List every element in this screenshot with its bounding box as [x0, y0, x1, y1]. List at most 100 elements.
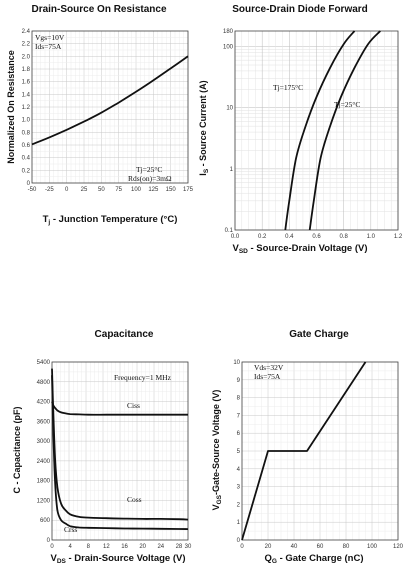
y-tick-label: 10: [233, 360, 240, 366]
y-tick-label: 3000: [37, 439, 51, 445]
y-tick-label: 2.2: [22, 42, 31, 48]
annotation-ids: Ids=75A: [35, 42, 62, 51]
x-tick-label: 16: [121, 544, 128, 550]
chart-0-x-axis-label: Tj - Junction Temperature (°C): [43, 214, 178, 226]
y-tick-label: 2.4: [22, 29, 31, 35]
chart-1-x-axis-label: VSD - Source-Drain Voltage (V): [232, 243, 367, 255]
chart-3-title: Gate Charge: [289, 329, 349, 340]
y-tick-label: 4200: [37, 400, 51, 406]
chart-3-y-axis-label-main: V: [211, 504, 221, 510]
y-tick-label: 0: [27, 181, 31, 187]
x-tick-label: 0.4: [285, 234, 294, 240]
series-label-tj175: Tj=175°C: [273, 83, 303, 92]
chart-3-x-axis-label-main: Q: [264, 553, 271, 564]
chart-1-y-axis-label-subscript: S: [203, 168, 210, 173]
y-tick-label: 0.8: [22, 130, 31, 136]
y-tick-label: 8: [237, 396, 241, 402]
y-tick-label: 1.6: [22, 80, 31, 86]
chart-1-x-axis-label-subscript: SD: [239, 248, 248, 255]
x-tick-label: 100: [367, 544, 378, 550]
y-tick-label: 180: [223, 29, 234, 35]
chart-3-y-axis-label-rest: -Gate-Source Voltage (V): [211, 390, 221, 495]
chart-0-title: Drain-Source On Resistance: [31, 4, 166, 15]
chart-2-x-axis-label-rest: - Drain-Source Voltage (V): [66, 553, 186, 564]
annotation-ids: Ids=75A: [254, 372, 281, 381]
chart-2-grid: [51, 361, 189, 541]
chart-3-series-0-line: [241, 361, 367, 541]
chart-1-x-axis-label-rest: - Source-Drain Voltage (V): [248, 243, 368, 254]
x-tick-label: -50: [28, 187, 37, 193]
y-tick-label: 1: [237, 520, 241, 526]
y-tick-label: 100: [223, 45, 234, 51]
x-tick-label: 8: [87, 544, 91, 550]
chart-2-y-axis-label: C - Capacitance (pF): [12, 406, 22, 493]
chart-1-y-axis-label-main: I: [198, 173, 208, 176]
x-tick-label: 60: [317, 544, 324, 550]
y-tick-label: 5400: [37, 360, 51, 366]
chart-2-series-coss-line: [51, 368, 189, 521]
chart-3-x-axis-label: QG - Gate Charge (nC): [264, 553, 363, 565]
y-tick-label: 1.8: [22, 67, 31, 73]
x-tick-label: -25: [45, 187, 54, 193]
annotation-vds: Vds=32V: [254, 363, 284, 372]
y-tick-label: 0: [237, 538, 241, 544]
x-tick-label: 0: [50, 544, 54, 550]
x-tick-label: 75: [115, 187, 122, 193]
x-tick-label: 0.0: [231, 234, 240, 240]
y-tick-label: 1: [230, 167, 234, 173]
y-tick-label: 0.1: [225, 228, 234, 234]
x-tick-label: 12: [103, 544, 110, 550]
annotation-rdson: Rds(on)=3mΩ: [128, 174, 172, 183]
chart-2-series-crss-line: [51, 375, 189, 530]
chart-2-frame: [51, 361, 189, 541]
x-tick-label: 100: [131, 187, 142, 193]
chart-1-title: Source-Drain Diode Forward: [232, 4, 368, 15]
x-tick-label: 125: [148, 187, 159, 193]
y-tick-label: 4: [237, 467, 241, 473]
y-tick-label: 0: [47, 538, 51, 544]
x-tick-label: 0.6: [312, 234, 321, 240]
chart-0-x-axis-label-main: T: [43, 214, 49, 225]
chart-3-x-axis-label-rest: - Gate Charge (nC): [277, 553, 364, 564]
x-tick-label: 150: [166, 187, 177, 193]
x-tick-label: 0: [65, 187, 69, 193]
chart-0-series-0-line: [31, 55, 189, 146]
chart-2-series-ciss-line: [51, 401, 188, 416]
x-tick-label: 80: [343, 544, 350, 550]
series-label-ciss: Ciss: [127, 401, 140, 410]
y-tick-label: 5: [237, 449, 241, 455]
y-tick-label: 6: [237, 431, 241, 437]
x-tick-label: 1.2: [394, 234, 403, 240]
chart-2-x-axis-label-main: V: [50, 553, 57, 564]
chart-3-grid: [241, 361, 399, 541]
chart-2-x-axis-label-subscript: DS: [57, 558, 67, 565]
x-tick-label: 175: [183, 187, 194, 193]
y-tick-label: 1200: [37, 498, 51, 504]
y-tick-label: 7: [237, 413, 241, 419]
chart-0-x-axis-label-rest: - Junction Temperature (°C): [50, 214, 177, 225]
x-tick-label: 28: [176, 544, 183, 550]
y-tick-label: 3: [237, 485, 241, 491]
chart-2-title: Capacitance: [95, 329, 154, 340]
series-label-crss: Crss: [64, 525, 77, 534]
y-tick-label: 1.2: [22, 105, 31, 111]
annotation-vgs: Vgs=10V: [35, 33, 65, 42]
chart-1-y-axis-label: IS - Source Current (A): [198, 80, 210, 175]
chart-1-series-tj-25-c-line: [308, 30, 381, 231]
y-tick-label: 2400: [37, 459, 51, 465]
y-tick-label: 1.0: [22, 118, 31, 124]
y-tick-label: 0.2: [22, 168, 31, 174]
x-tick-label: 50: [98, 187, 105, 193]
chart-1-frame: [234, 30, 399, 231]
x-tick-label: 0.8: [339, 234, 348, 240]
x-tick-label: 24: [157, 544, 164, 550]
chart-2-x-axis-label: VDS - Drain-Source Voltage (V): [50, 553, 185, 565]
x-tick-label: 0.2: [258, 234, 267, 240]
y-tick-label: 3600: [37, 419, 51, 425]
y-tick-label: 600: [40, 518, 51, 524]
x-tick-label: 30: [185, 544, 192, 550]
x-tick-label: 20: [265, 544, 272, 550]
x-tick-label: 4: [68, 544, 72, 550]
y-tick-label: 0.4: [22, 156, 31, 162]
